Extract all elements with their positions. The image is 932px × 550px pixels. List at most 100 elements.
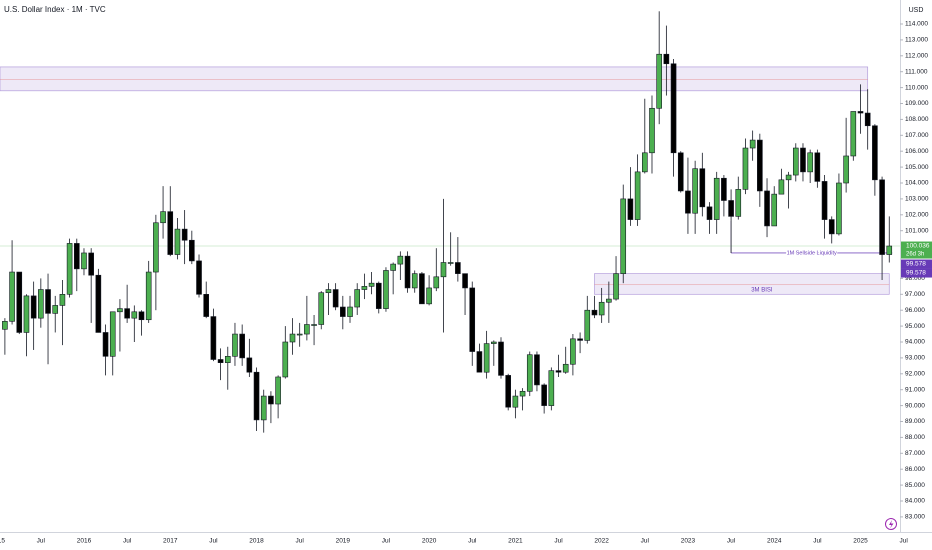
x-tick-label: 2024 — [767, 538, 782, 545]
x-tick-label: 2020 — [422, 538, 437, 545]
y-tick-label: 104.000 — [905, 180, 929, 187]
candle-body — [606, 298, 612, 303]
candle-body — [641, 152, 648, 173]
candle-body — [375, 282, 382, 309]
candle-body — [59, 294, 66, 306]
candle-body — [670, 63, 677, 154]
candle-body — [239, 333, 245, 359]
candle-body — [677, 152, 684, 192]
candle-body — [275, 376, 281, 405]
candle-body — [224, 356, 231, 363]
y-tick-label: 106.000 — [905, 148, 929, 155]
candle-body — [692, 168, 698, 214]
candle-body — [102, 332, 109, 357]
candle-body — [340, 306, 346, 317]
y-tick-label: 90.000 — [905, 402, 925, 409]
y-tick-label: 111.000 — [905, 68, 928, 75]
x-tick-label: 2018 — [249, 538, 264, 545]
zone — [594, 273, 890, 295]
candle-body — [210, 316, 217, 360]
candle-body — [649, 107, 655, 154]
countdown-label: 26d 3h — [906, 252, 924, 258]
x-tick-label: 2021 — [508, 538, 523, 545]
y-tick-label: 89.000 — [905, 418, 925, 425]
candle-body — [814, 152, 821, 182]
candle-body — [491, 341, 497, 344]
candle-body — [620, 198, 627, 274]
candle-body — [735, 189, 742, 217]
candle-body — [397, 255, 404, 265]
lightning-icon — [885, 518, 897, 530]
candle-body — [627, 198, 634, 220]
candle-body — [347, 306, 353, 317]
candle-body — [864, 112, 871, 127]
candle-body — [872, 125, 878, 181]
candle-body — [174, 228, 181, 255]
candle-body — [411, 273, 418, 289]
candle-body — [613, 273, 619, 300]
candle-body — [124, 308, 130, 319]
candle-body — [749, 139, 756, 149]
candle-body — [656, 53, 662, 109]
candle-body — [577, 338, 583, 341]
candle-body — [145, 271, 152, 321]
y-tick-label: 91.000 — [905, 386, 925, 393]
y-tick-label: 96.000 — [905, 307, 925, 314]
y-tick-label: 87.000 — [905, 450, 925, 457]
y-tick-label: 103.000 — [905, 196, 929, 203]
candle-body — [282, 341, 289, 378]
price-label-badge — [901, 268, 932, 278]
candle-body — [879, 179, 885, 255]
candle-body — [591, 309, 598, 316]
candle-body — [742, 147, 749, 190]
candle-body — [419, 273, 425, 305]
y-tick-label: 94.000 — [905, 339, 925, 346]
candle-body — [217, 359, 224, 363]
candle-body — [728, 200, 734, 217]
y-tick-label: 83.000 — [905, 514, 925, 521]
x-tick-label: Jul — [123, 538, 132, 545]
price-label: 99.578 — [906, 270, 926, 277]
y-tick-label: 105.000 — [905, 164, 929, 171]
candle-body — [296, 333, 303, 336]
y-tick-label: 95.000 — [905, 323, 925, 330]
candle-body — [785, 174, 792, 181]
last-price-badge — [901, 241, 932, 259]
candle-body — [318, 292, 325, 325]
y-tick-label: 107.000 — [905, 132, 929, 139]
x-tick-label: 2015 — [0, 538, 5, 545]
currency: USD — [909, 7, 924, 14]
candle-body — [38, 289, 44, 319]
candle-body — [203, 294, 210, 317]
y-tick-label: 93.000 — [905, 355, 925, 362]
candle-body — [555, 370, 562, 373]
y-tick-label: 92.000 — [905, 371, 925, 378]
zone — [0, 66, 869, 92]
candle-body — [361, 286, 368, 290]
candle-body — [332, 289, 339, 308]
candle-body — [807, 152, 813, 173]
x-tick-label: Jul — [382, 538, 391, 545]
candle-body — [73, 243, 80, 270]
x-tick-label: Jul — [727, 538, 736, 545]
y-tick-label: 84.000 — [905, 498, 925, 505]
candle-body — [246, 357, 253, 373]
x-tick-label: Jul — [813, 538, 822, 545]
candle-body — [526, 354, 533, 392]
x-tick-label: Jul — [554, 538, 563, 545]
candle-body — [404, 255, 411, 289]
candle-body — [30, 295, 37, 319]
candle-body — [534, 354, 540, 386]
candle-body — [778, 179, 785, 195]
level-label: 1M Sellside Liquidity — [787, 250, 837, 256]
candle-body — [23, 295, 30, 333]
candle-body — [325, 289, 332, 294]
candle-body — [81, 252, 87, 270]
x-tick-label: 2017 — [163, 538, 178, 545]
y-tick-label: 101.000 — [905, 227, 929, 234]
candle-body — [771, 193, 778, 227]
candle-body — [570, 338, 576, 365]
plot-area: 3M BISI 1M Sellside Liquidity — [0, 11, 900, 433]
candle-body — [160, 211, 166, 224]
